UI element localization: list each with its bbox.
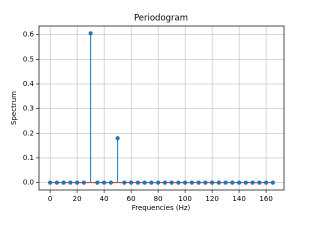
- marker: [270, 180, 275, 185]
- y-tick-label: 0.4: [23, 80, 35, 88]
- marker: [54, 180, 59, 185]
- marker: [162, 180, 167, 185]
- x-tick-label: 20: [73, 195, 82, 203]
- y-tick-label: 0.1: [23, 154, 34, 162]
- marker: [264, 180, 269, 185]
- marker: [75, 180, 80, 185]
- marker: [149, 180, 154, 185]
- marker: [183, 180, 188, 185]
- marker: [189, 180, 194, 185]
- marker: [108, 180, 113, 185]
- y-tick-label: 0.5: [23, 55, 34, 63]
- marker: [216, 180, 221, 185]
- marker: [250, 180, 255, 185]
- y-tick-label: 0.6: [23, 31, 35, 39]
- marker: [102, 180, 107, 185]
- marker: [176, 180, 181, 185]
- x-tick-label: 80: [154, 195, 163, 203]
- marker: [135, 180, 140, 185]
- x-axis-label: Frequencies (Hz): [132, 204, 191, 212]
- x-tick-label: 100: [178, 195, 191, 203]
- marker: [81, 180, 86, 185]
- y-tick-label: 0.3: [23, 105, 34, 113]
- x-tick-label: 160: [259, 195, 272, 203]
- marker: [48, 180, 53, 185]
- marker: [156, 180, 161, 185]
- marker: [169, 180, 174, 185]
- marker: [243, 180, 248, 185]
- y-tick-label: 0.2: [23, 129, 34, 137]
- marker: [115, 136, 120, 141]
- marker: [237, 180, 242, 185]
- marker: [61, 180, 66, 185]
- x-tick-label: 40: [100, 195, 109, 203]
- chart: Periodogram Frequencies (Hz) Spectrum 0 2…: [10, 14, 285, 212]
- x-tick-label: 140: [232, 195, 245, 203]
- x-tick-label: 120: [205, 195, 218, 203]
- marker: [210, 180, 215, 185]
- marker: [122, 180, 127, 185]
- x-tick-label: 0: [48, 195, 52, 203]
- marker: [203, 180, 208, 185]
- chart-title: Periodogram: [134, 14, 188, 24]
- marker: [88, 31, 93, 36]
- marker: [223, 180, 228, 185]
- marker: [95, 180, 100, 185]
- y-tick-label: 0.0: [23, 179, 34, 187]
- marker: [257, 180, 262, 185]
- x-tick-label: 60: [127, 195, 136, 203]
- y-axis-label: Spectrum: [10, 91, 18, 125]
- marker: [142, 180, 147, 185]
- marker: [196, 180, 201, 185]
- marker: [129, 180, 134, 185]
- marker: [68, 180, 73, 185]
- plot-frame: [38, 25, 285, 191]
- marker: [230, 180, 235, 185]
